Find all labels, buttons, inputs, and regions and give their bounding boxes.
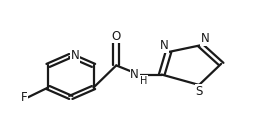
Text: F: F bbox=[21, 91, 28, 104]
Text: S: S bbox=[195, 85, 203, 98]
Text: N: N bbox=[200, 32, 209, 45]
Text: O: O bbox=[112, 30, 121, 43]
Text: N: N bbox=[71, 49, 80, 62]
Text: H: H bbox=[140, 76, 148, 86]
Text: N: N bbox=[130, 68, 139, 81]
Text: N: N bbox=[160, 39, 168, 52]
